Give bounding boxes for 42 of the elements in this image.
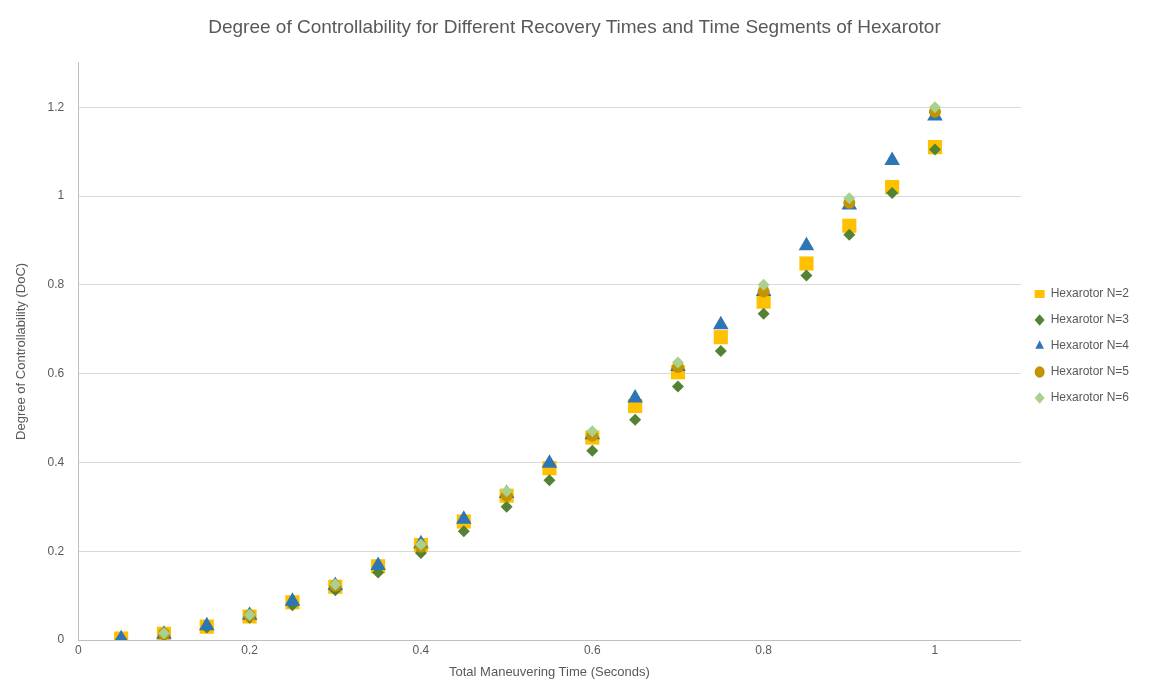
- point: [370, 556, 386, 570]
- point: [713, 330, 728, 345]
- point: [629, 413, 642, 426]
- point: [928, 101, 941, 114]
- point: [886, 186, 899, 199]
- point: [757, 278, 770, 291]
- point: [800, 269, 813, 282]
- point: [284, 592, 301, 606]
- y-tick-label: 0.2: [47, 543, 65, 558]
- y-tick-label: 0.6: [47, 365, 65, 380]
- y-tick-label: 0: [57, 632, 65, 647]
- point: [843, 228, 856, 241]
- y-axis-title: Degree of Controllability (DoC): [13, 262, 29, 440]
- x-axis-title: Total Maneuvering Time (Seconds): [449, 663, 650, 679]
- x-tick-label: 0.4: [412, 642, 430, 657]
- point: [671, 380, 684, 393]
- point: [541, 454, 558, 468]
- legend-label: Hexarotor N=3: [1050, 312, 1130, 327]
- point: [627, 389, 643, 403]
- point: [543, 474, 556, 487]
- legend-label: Hexarotor N=2: [1050, 286, 1130, 301]
- point: [500, 500, 513, 513]
- point: [799, 256, 814, 271]
- legend-label: Hexarotor N=5: [1050, 364, 1130, 379]
- chart-title: Degree of Controllability for Different Recovery Times and Time Segments of Hexarotor: [208, 15, 942, 37]
- point: [455, 510, 472, 524]
- y-tick-label: 0.4: [47, 454, 65, 469]
- x-tick-label: 0.8: [755, 642, 773, 657]
- x-tick-label: 0.6: [583, 642, 601, 657]
- y-tick-label: 0.8: [47, 277, 65, 292]
- legend-label: Hexarotor N=6: [1050, 390, 1130, 405]
- point: [714, 344, 727, 357]
- legend-label: Hexarotor N=4: [1050, 338, 1130, 353]
- point: [457, 525, 470, 538]
- x-tick-label: 0: [74, 642, 82, 657]
- point: [757, 307, 770, 320]
- y-tick-label: 1: [57, 188, 65, 203]
- x-tick-label: 0.2: [241, 642, 259, 657]
- y-tick-label: 1.2: [47, 99, 65, 114]
- point: [843, 192, 856, 205]
- x-tick-label: 1: [931, 642, 939, 657]
- point: [586, 444, 599, 457]
